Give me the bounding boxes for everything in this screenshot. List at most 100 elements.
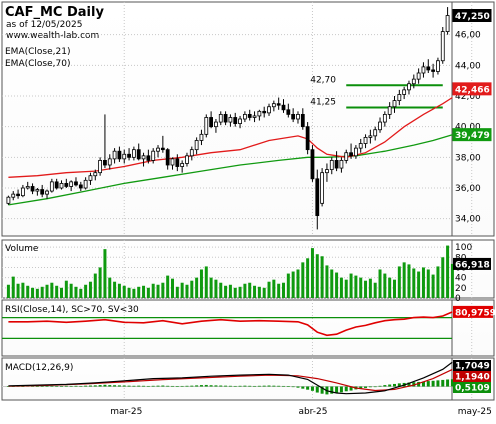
candle-up	[170, 158, 175, 166]
price-tick-label: 40,00	[455, 123, 481, 133]
candle-down	[223, 114, 228, 123]
candle-down	[54, 181, 59, 189]
candle-up	[267, 106, 271, 114]
candle-up	[436, 60, 440, 72]
candle-up	[402, 89, 407, 95]
price-pane-frame	[1, 1, 495, 237]
volume-bar	[431, 274, 435, 298]
candle-up	[35, 189, 40, 192]
candle-down	[40, 189, 45, 195]
last-value-tag	[452, 82, 492, 96]
macd-histogram-bar	[31, 386, 35, 387]
macd-histogram-bar	[344, 386, 348, 392]
macd-histogram-bar	[93, 385, 97, 387]
candle-up	[344, 152, 349, 161]
candle-up	[325, 169, 329, 174]
volume-bar	[219, 282, 223, 298]
volume-bar	[166, 275, 170, 298]
candle-down	[30, 186, 35, 192]
candle-up	[25, 186, 30, 189]
macd-last-tag	[453, 371, 491, 382]
volume-bar	[21, 282, 25, 298]
candle-down	[276, 103, 281, 106]
macd-histogram-bar	[161, 385, 165, 387]
rsi-title: RSI(Close,14), SC>70, SV<30	[5, 305, 139, 315]
macd-histogram-bar	[282, 385, 285, 387]
volume-bar	[16, 283, 20, 298]
volume-bar	[441, 257, 445, 298]
volume-bar	[185, 284, 189, 298]
macd-last-label: 1,1940	[455, 373, 490, 383]
volume-tick-label: 40	[455, 274, 467, 284]
volume-bar	[339, 277, 343, 298]
volume-bar	[248, 282, 252, 298]
volume-bar	[359, 277, 363, 298]
volume-bar	[224, 285, 228, 298]
volume-bar	[262, 287, 266, 298]
candle-down	[78, 184, 83, 189]
x-tick-label: mar-25	[110, 407, 142, 417]
candle-up	[6, 196, 11, 204]
macd-histogram-bar	[248, 385, 252, 387]
last-value-label: 39,479	[455, 131, 490, 141]
macd-histogram-bar	[421, 381, 425, 387]
candle-down	[281, 104, 286, 111]
macd-histogram-bar	[349, 386, 353, 391]
volume-bar	[55, 285, 59, 298]
candle-down	[247, 114, 252, 118]
candle-down	[117, 150, 122, 160]
macd-histogram-bar	[50, 385, 54, 387]
candle-up	[185, 155, 189, 164]
volume-bar	[127, 287, 131, 298]
macd-histogram-bar	[98, 385, 102, 387]
macd-title: MACD(12,26,9)	[5, 363, 73, 373]
macd-histogram-bar	[69, 385, 73, 387]
macd-histogram-bar	[185, 385, 189, 387]
candle-up	[11, 193, 16, 198]
macd-histogram-bar	[151, 385, 155, 387]
x-tick-label: may-25	[458, 407, 492, 417]
macd-histogram-bar	[436, 380, 440, 387]
macd-histogram-bar	[142, 385, 146, 387]
candle-up	[411, 78, 416, 85]
macd-histogram-bar	[441, 379, 445, 387]
candle-up	[440, 31, 445, 62]
macd-histogram-bar	[359, 386, 363, 389]
volume-tick-label: 0	[455, 294, 461, 304]
volume-bar	[450, 263, 454, 298]
candle-down	[233, 117, 238, 125]
candle-up	[88, 175, 93, 181]
candle-up	[397, 94, 402, 102]
ema70-legend: EMA(Close,70)	[5, 59, 70, 69]
ema21-legend: EMA(Close,21)	[5, 47, 70, 57]
candle-up	[156, 147, 160, 152]
candle-up	[122, 153, 127, 160]
macd-histogram-bar	[339, 386, 343, 393]
macd-histogram-bar	[64, 385, 68, 387]
macd-histogram-bar	[175, 386, 179, 387]
volume-bar	[40, 286, 44, 298]
macd-histogram-bar	[238, 385, 242, 387]
candle-up	[329, 159, 334, 170]
macd-histogram-bar	[373, 386, 377, 388]
macd-histogram-bar	[127, 385, 131, 387]
volume-bar	[209, 277, 213, 298]
volume-bar	[93, 273, 97, 298]
volume-bar	[69, 283, 73, 298]
volume-bar	[171, 278, 174, 298]
macd-histogram-bar	[219, 385, 223, 387]
candle-up	[151, 150, 156, 161]
chart-title: CAF_MC Daily	[5, 5, 104, 20]
price-tick-label: 42,00	[455, 92, 481, 102]
volume-title: Volume	[5, 244, 39, 254]
candle-down	[305, 126, 310, 151]
volume-bar	[412, 268, 416, 298]
candle-up	[416, 72, 421, 80]
volume-bar	[320, 256, 324, 298]
volume-bar	[199, 269, 203, 298]
rsi-last-label: 80,9759	[455, 308, 496, 318]
candle-up	[59, 182, 64, 189]
candle-down	[431, 69, 436, 72]
candle-up	[204, 117, 209, 135]
